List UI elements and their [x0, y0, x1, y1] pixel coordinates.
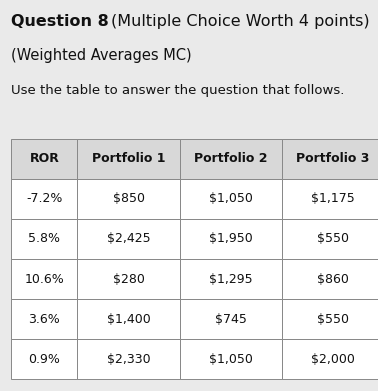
Bar — [11, 219, 77, 259]
Bar — [180, 139, 282, 179]
Text: $860: $860 — [317, 273, 349, 285]
Text: $1,295: $1,295 — [209, 273, 253, 285]
Bar — [282, 299, 378, 339]
Text: $1,950: $1,950 — [209, 233, 253, 246]
Bar — [282, 179, 378, 219]
Bar — [77, 219, 180, 259]
Bar — [11, 299, 77, 339]
Bar — [77, 339, 180, 379]
Bar — [282, 139, 378, 179]
Text: 5.8%: 5.8% — [28, 233, 60, 246]
Text: $550: $550 — [317, 313, 349, 326]
Text: 3.6%: 3.6% — [29, 313, 60, 326]
Bar — [180, 179, 282, 219]
Bar — [180, 259, 282, 299]
Bar — [11, 179, 77, 219]
Bar — [11, 139, 77, 179]
Text: Portfolio 2: Portfolio 2 — [194, 152, 267, 165]
Text: $2,330: $2,330 — [107, 353, 150, 366]
Text: Use the table to answer the question that follows.: Use the table to answer the question tha… — [11, 84, 345, 97]
Text: $1,050: $1,050 — [209, 353, 253, 366]
Text: Portfolio 3: Portfolio 3 — [296, 152, 369, 165]
Text: $1,050: $1,050 — [209, 192, 253, 205]
Bar — [77, 139, 180, 179]
Text: $2,425: $2,425 — [107, 233, 150, 246]
Bar — [180, 299, 282, 339]
Text: $2,000: $2,000 — [311, 353, 355, 366]
Bar — [282, 339, 378, 379]
Text: Portfolio 1: Portfolio 1 — [92, 152, 165, 165]
Text: ROR: ROR — [29, 152, 59, 165]
Bar — [11, 259, 77, 299]
Bar — [282, 259, 378, 299]
Text: (Weighted Averages MC): (Weighted Averages MC) — [11, 48, 192, 63]
Text: $280: $280 — [113, 273, 144, 285]
Text: 10.6%: 10.6% — [25, 273, 64, 285]
Bar — [77, 179, 180, 219]
Bar — [180, 219, 282, 259]
Text: (Multiple Choice Worth 4 points): (Multiple Choice Worth 4 points) — [111, 14, 370, 29]
Text: 0.9%: 0.9% — [28, 353, 60, 366]
Bar — [11, 339, 77, 379]
Text: -7.2%: -7.2% — [26, 192, 63, 205]
Text: $1,400: $1,400 — [107, 313, 150, 326]
Text: $550: $550 — [317, 233, 349, 246]
Text: $850: $850 — [113, 192, 144, 205]
Bar — [282, 219, 378, 259]
Bar — [180, 339, 282, 379]
Bar — [77, 299, 180, 339]
Text: $1,175: $1,175 — [311, 192, 355, 205]
Text: $745: $745 — [215, 313, 246, 326]
Text: Question 8: Question 8 — [11, 14, 109, 29]
Bar — [77, 259, 180, 299]
